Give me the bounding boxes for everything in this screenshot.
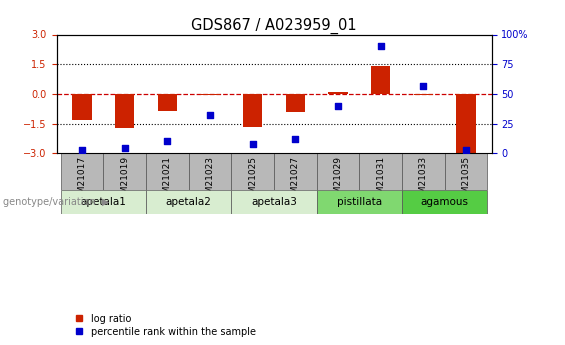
Point	[333, 103, 342, 108]
Bar	[445, 153, 487, 190]
Text: GSM21031: GSM21031	[376, 156, 385, 205]
Bar	[328, 92, 347, 94]
Point	[120, 146, 129, 151]
Bar	[103, 153, 146, 190]
Bar	[243, 94, 262, 128]
Text: GSM21017: GSM21017	[77, 156, 86, 205]
Text: GSM21035: GSM21035	[462, 156, 471, 205]
Bar	[146, 190, 232, 214]
Text: GSM21027: GSM21027	[291, 156, 300, 205]
Legend: log ratio, percentile rank within the sample: log ratio, percentile rank within the sa…	[76, 314, 256, 337]
Point	[206, 112, 215, 118]
Bar	[232, 153, 274, 190]
Point	[419, 83, 428, 88]
Bar	[286, 94, 305, 112]
Bar	[61, 153, 103, 190]
Point	[291, 136, 300, 142]
Text: apetala1: apetala1	[80, 197, 127, 207]
Bar	[232, 190, 316, 214]
Text: GSM21033: GSM21033	[419, 156, 428, 205]
Bar	[359, 153, 402, 190]
Point	[248, 141, 257, 147]
Text: GSM21025: GSM21025	[248, 156, 257, 205]
Text: GSM21019: GSM21019	[120, 156, 129, 205]
Text: apetala2: apetala2	[166, 197, 212, 207]
Bar	[371, 66, 390, 94]
Text: GSM21029: GSM21029	[333, 156, 342, 205]
Bar	[61, 190, 146, 214]
Text: pistillata: pistillata	[337, 197, 382, 207]
Bar	[414, 94, 433, 95]
Text: agamous: agamous	[420, 197, 468, 207]
Bar	[402, 190, 487, 214]
Point	[462, 147, 471, 152]
Bar	[274, 153, 316, 190]
Bar	[457, 94, 476, 153]
Bar	[316, 153, 359, 190]
Bar	[146, 153, 189, 190]
Bar	[158, 94, 177, 111]
Title: GDS867 / A023959_01: GDS867 / A023959_01	[191, 18, 357, 34]
Bar	[115, 94, 134, 128]
Bar	[316, 190, 402, 214]
Text: apetala3: apetala3	[251, 197, 297, 207]
Point	[376, 43, 385, 49]
Bar	[189, 153, 232, 190]
Text: GSM21021: GSM21021	[163, 156, 172, 205]
Bar	[201, 94, 220, 95]
Bar	[402, 153, 445, 190]
Bar	[72, 94, 92, 120]
Point	[77, 147, 86, 152]
Point	[163, 139, 172, 144]
Text: GSM21023: GSM21023	[206, 156, 215, 205]
Text: genotype/variation  ▶: genotype/variation ▶	[3, 197, 109, 207]
